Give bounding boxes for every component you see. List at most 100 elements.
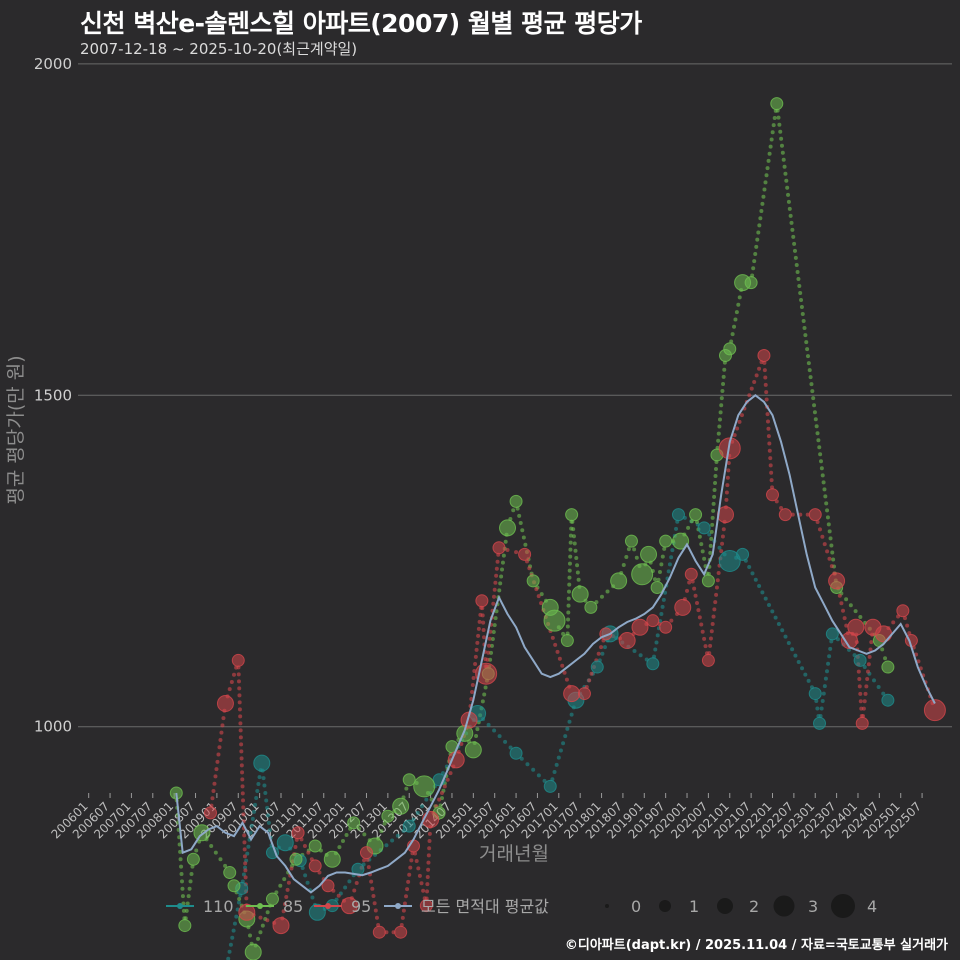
series-95-connector-dot xyxy=(231,672,236,677)
series-85-connector-dot xyxy=(700,549,705,554)
series-85-connector-dot xyxy=(474,734,479,739)
series-85-connector-dot xyxy=(492,623,497,628)
series-85-connector-dot xyxy=(713,466,718,471)
series-95-connector-dot xyxy=(763,375,768,380)
series-85-connector-dot xyxy=(337,845,342,850)
series-95-point xyxy=(896,604,910,618)
series-85-point xyxy=(565,508,579,522)
series-85-connector-dot xyxy=(844,597,849,602)
series-110-connector-dot xyxy=(249,823,254,828)
series-85-connector-dot xyxy=(767,151,772,156)
series-85-connector-dot xyxy=(788,213,793,218)
series-95-connector-dot xyxy=(372,901,377,906)
series-95-connector-dot xyxy=(735,426,740,431)
legend-size-label: 3 xyxy=(808,897,818,916)
series-85-connector-dot xyxy=(796,276,801,281)
series-85-connector-dot xyxy=(179,872,184,877)
series-85-connector-dot xyxy=(736,302,741,307)
series-95-connector-dot xyxy=(765,412,770,417)
series-85-connector-dot xyxy=(827,529,832,534)
series-85-connector-dot xyxy=(626,547,631,552)
series-110-connector-dot xyxy=(556,755,561,760)
series-110-connector-dot xyxy=(747,565,752,570)
series-95-connector-dot xyxy=(779,505,784,510)
series-95-connector-dot xyxy=(724,490,729,495)
series-85-connector-dot xyxy=(794,262,799,267)
series-110-connector-dot xyxy=(245,851,250,856)
series-95-connector-dot xyxy=(215,759,220,764)
series-95-connector-dot xyxy=(495,559,500,564)
series-85-connector-dot xyxy=(754,244,759,249)
series-95-connector-dot xyxy=(220,723,225,728)
series-95-connector-dot xyxy=(239,763,244,768)
series-110-connector-dot xyxy=(757,584,762,589)
series-95-connector-dot xyxy=(817,527,822,532)
series-110-connector-dot xyxy=(253,802,258,807)
series-85-connector-dot xyxy=(721,381,726,386)
series-95-connector-dot xyxy=(243,868,248,873)
series-95-connector-dot xyxy=(902,616,907,621)
series-95-connector-dot xyxy=(239,742,244,747)
series-110-connector-dot xyxy=(561,741,566,746)
series-95-connector-dot xyxy=(211,789,216,794)
series-85-connector-dot xyxy=(793,255,798,260)
series-95-connector-dot xyxy=(555,649,560,654)
series-95-connector-dot xyxy=(352,888,357,893)
series-85-point xyxy=(881,660,895,674)
series-110-point xyxy=(590,660,604,674)
series-95-connector-dot xyxy=(564,677,569,682)
series-85-point xyxy=(244,943,262,960)
series-110-connector-dot xyxy=(803,672,808,677)
series-95-connector-dot xyxy=(213,774,218,779)
series-95-connector-dot xyxy=(362,858,367,863)
series-85-connector-dot xyxy=(711,501,716,506)
series-95-connector-dot xyxy=(237,693,242,698)
series-85-connector-dot xyxy=(480,699,485,704)
y-tick-label: 1000 xyxy=(34,718,72,736)
series-85-point xyxy=(413,775,436,798)
series-95-connector-dot xyxy=(866,662,871,667)
series-85-connector-dot xyxy=(571,527,576,532)
series-95-connector-dot xyxy=(596,651,601,656)
series-110-connector-dot xyxy=(265,805,270,810)
series-85-connector-dot xyxy=(777,122,782,127)
series-95-connector-dot xyxy=(694,600,699,605)
series-85-connector-dot xyxy=(475,727,480,732)
series-95-connector-dot xyxy=(550,635,555,640)
series-95-connector-dot xyxy=(238,721,243,726)
legend-key-dot xyxy=(395,903,401,909)
series-85-connector-dot xyxy=(829,543,834,548)
series-85-connector-dot xyxy=(760,201,765,206)
series-95-connector-dot xyxy=(857,677,862,682)
series-points xyxy=(169,97,946,960)
series-85-connector-dot xyxy=(494,609,499,614)
series-95-connector-dot xyxy=(293,845,298,850)
series-85-point xyxy=(392,797,410,815)
series-95-connector-dot xyxy=(769,478,774,483)
series-95-point xyxy=(646,614,660,628)
series-95-connector-dot xyxy=(427,839,432,844)
series-85-connector-dot xyxy=(719,396,724,401)
series-110-connector-dot xyxy=(303,873,308,878)
series-110-connector-dot xyxy=(300,865,305,870)
series-85-connector-dot xyxy=(652,577,657,582)
series-95-connector-dot xyxy=(284,895,289,900)
series-95-connector-dot xyxy=(767,448,772,453)
series-110-connector-dot xyxy=(638,653,643,658)
series-110-connector-dot xyxy=(653,647,658,652)
series-85-connector-dot xyxy=(763,180,768,185)
series-95-connector-dot xyxy=(437,797,442,802)
series-85-connector-dot xyxy=(258,930,263,935)
series-95-connector-dot xyxy=(371,894,376,899)
trend-line-path xyxy=(175,394,936,894)
series-110-connector-dot xyxy=(565,726,570,731)
series-95-connector-dot xyxy=(866,669,871,674)
series-95-point xyxy=(765,488,779,502)
series-95-connector-dot xyxy=(442,784,447,789)
series-110-connector-dot xyxy=(234,914,239,919)
series-110-connector-dot xyxy=(232,921,237,926)
series-110-connector-dot xyxy=(670,548,675,553)
series-95-connector-dot xyxy=(236,679,241,684)
series-95-connector-dot xyxy=(302,844,307,849)
series-95-connector-dot xyxy=(842,616,847,621)
